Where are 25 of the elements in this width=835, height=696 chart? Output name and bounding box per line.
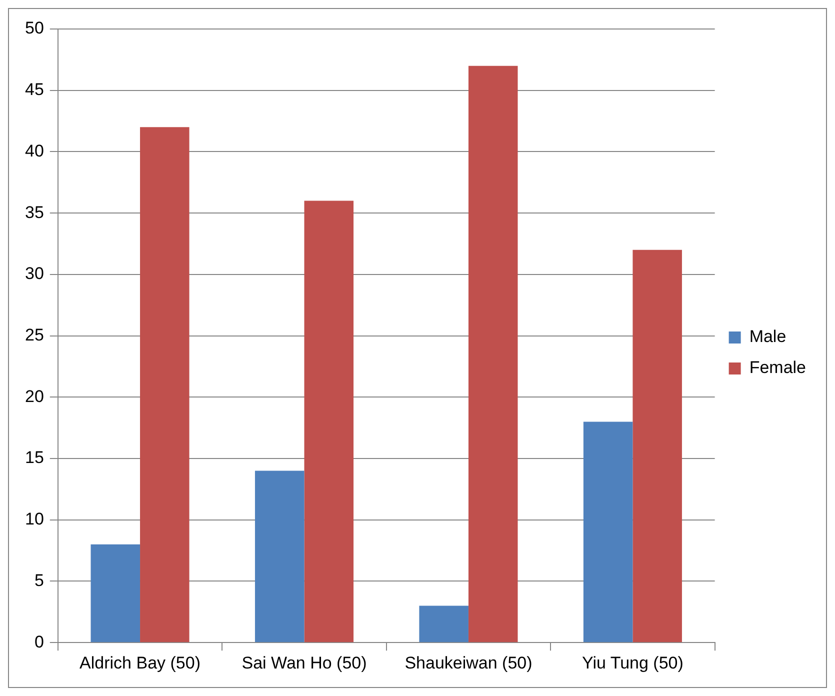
bar [254,470,304,642]
x-tick-label: Yiu Tung (50) [582,653,684,672]
x-tick-label: Shaukeiwan (50) [404,653,532,672]
y-tick-label: 25 [24,325,44,344]
y-tick-label: 10 [24,510,44,529]
bar [632,250,682,642]
bar [304,200,354,642]
y-tick-label: 45 [24,80,44,100]
bar [90,544,140,642]
legend-label: Female [749,358,806,378]
y-tick-label: 30 [24,264,44,284]
x-tick-label: Aldrich Bay (50) [80,653,200,672]
x-tick-label: Sai Wan Ho (50) [242,653,367,672]
y-tick-label: 35 [24,202,44,222]
y-tick-label: 40 [24,141,44,160]
y-tick-label: 5 [34,570,44,590]
y-tick-label: 20 [24,386,44,406]
bar [140,127,190,642]
bar [419,606,468,642]
y-tick-label: 15 [24,448,44,468]
bar [468,66,518,642]
y-tick-label: 0 [34,632,44,652]
y-tick-label: 50 [24,18,44,38]
legend-label: Male [749,327,786,346]
bar [583,422,633,642]
